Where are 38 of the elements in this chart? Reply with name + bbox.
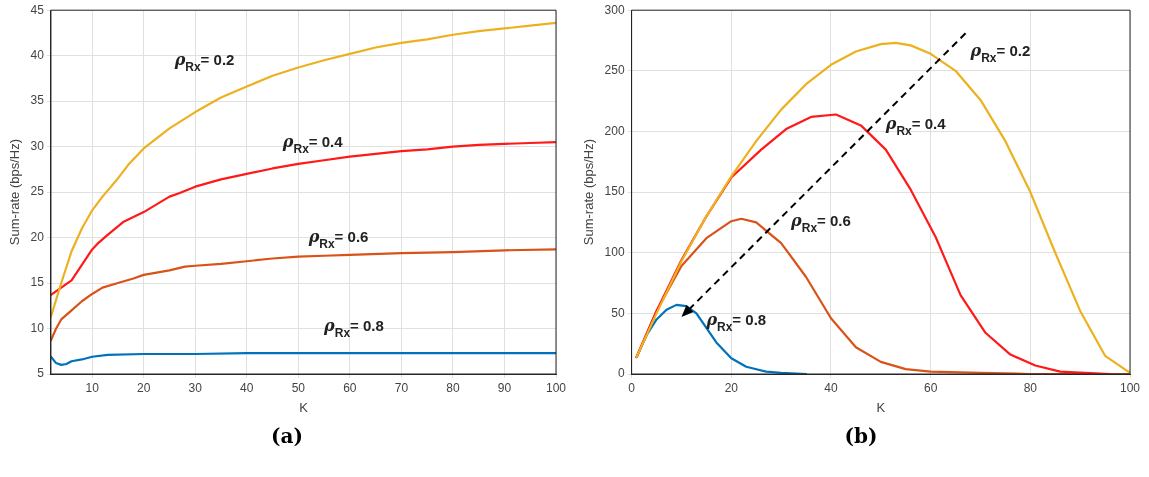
y-tick-label: 10 xyxy=(30,320,45,335)
text: (a) xyxy=(270,424,304,448)
text: (b) xyxy=(843,424,879,448)
y-tick-label: 35 xyxy=(30,93,45,108)
x-tick-label: 80 xyxy=(1023,380,1038,395)
y-tick-label: 50 xyxy=(611,305,625,320)
x-axis-title: K xyxy=(299,399,309,415)
y-tick-label: 0 xyxy=(617,366,625,381)
y-tick-label: 20 xyxy=(30,229,45,244)
y-tick-label: 45 xyxy=(30,2,45,17)
x-tick-label: 50 xyxy=(291,380,306,395)
x-axis-title: K xyxy=(876,399,886,415)
y-tick-label: 300 xyxy=(604,2,625,17)
y-tick-label: 30 xyxy=(30,138,45,153)
x-tick-label: 20 xyxy=(724,380,739,395)
x-tick-label: 30 xyxy=(188,380,203,395)
x-tick-label: 70 xyxy=(394,380,409,395)
x-tick-label: 100 xyxy=(545,380,567,395)
y-tick-label: 40 xyxy=(30,47,45,62)
y-tick-label: 100 xyxy=(604,245,625,260)
y-tick-label: 5 xyxy=(37,366,45,381)
y-tick-label: 200 xyxy=(604,123,625,138)
y-tick-label: 15 xyxy=(30,275,45,290)
x-tick-label: 90 xyxy=(497,380,512,395)
y-tick-label: 250 xyxy=(604,63,625,78)
x-tick-label: 60 xyxy=(923,380,938,395)
y-axis-title: Sum-rate (bps/Hz) xyxy=(7,139,23,246)
x-tick-label: 40 xyxy=(824,380,838,395)
x-tick-label: 100 xyxy=(1119,380,1141,395)
x-tick-label: 10 xyxy=(85,380,100,395)
y-tick-label: 25 xyxy=(30,184,45,199)
x-tick-label: 20 xyxy=(137,380,151,395)
y-axis-title: Sum-rate (bps/Hz) xyxy=(581,139,597,246)
x-tick-label: 80 xyxy=(446,380,460,395)
y-tick-label: 150 xyxy=(604,184,625,199)
x-tick-label: 60 xyxy=(343,380,357,395)
x-tick-label: 40 xyxy=(240,380,254,395)
x-tick-label: 0 xyxy=(628,380,636,395)
